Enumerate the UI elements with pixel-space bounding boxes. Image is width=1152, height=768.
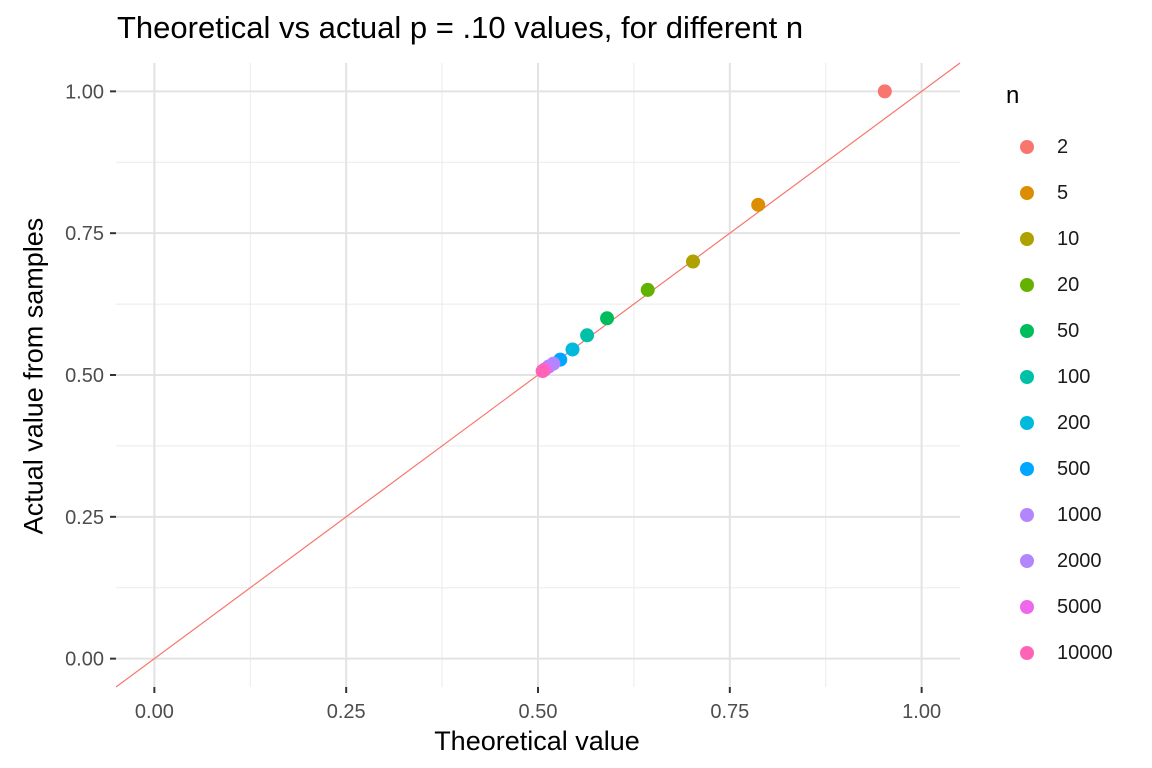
x-tick-label: 1.00 xyxy=(902,701,941,723)
x-axis-label-text: Theoretical value xyxy=(434,726,640,756)
y-tick-label: 0.00 xyxy=(65,649,104,671)
data-point-n-10 xyxy=(685,254,700,269)
data-point-n-200 xyxy=(565,342,580,357)
legend-label: 5000 xyxy=(1057,595,1102,618)
legend-item-n-5: 5 xyxy=(1006,170,1113,216)
legend-key xyxy=(1020,186,1034,200)
y-tick-label: 0.50 xyxy=(65,365,104,387)
legend-label: 5 xyxy=(1057,181,1069,204)
y-tick-label: 1.00 xyxy=(65,81,104,103)
legend-key xyxy=(1020,140,1034,154)
data-point-n-2 xyxy=(877,84,892,99)
legend-label: 20 xyxy=(1057,273,1080,296)
legend-key xyxy=(1020,462,1034,476)
x-tick-label: 0.50 xyxy=(519,701,558,723)
y-tick-label: 0.25 xyxy=(65,507,104,529)
chart-title: Theoretical vs actual p = .10 values, fo… xyxy=(117,10,804,45)
legend-item-n-2000: 2000 xyxy=(1006,538,1113,584)
legend-key xyxy=(1020,646,1034,660)
data-point-n-20 xyxy=(640,282,655,297)
data-point-n-10000 xyxy=(535,364,550,379)
legend-item-n-10000: 10000 xyxy=(1006,630,1113,676)
legend-item-n-20: 20 xyxy=(1006,262,1113,308)
legend-key xyxy=(1020,232,1034,246)
legend-label: 2 xyxy=(1057,135,1069,158)
x-tick-label: 0.00 xyxy=(135,701,174,723)
legend-key xyxy=(1020,554,1034,568)
legend-item-n-2: 2 xyxy=(1006,124,1113,170)
x-tick-label: 0.75 xyxy=(710,701,749,723)
legend-label: 10000 xyxy=(1057,641,1113,664)
legend-label: 50 xyxy=(1057,319,1080,342)
legend-item-n-200: 200 xyxy=(1006,400,1113,446)
legend-key xyxy=(1020,324,1034,338)
legend-label: 2000 xyxy=(1057,549,1102,572)
legend-key xyxy=(1020,416,1034,430)
legend-key xyxy=(1020,508,1034,522)
legend-item-n-100: 100 xyxy=(1006,354,1113,400)
legend-label: 200 xyxy=(1057,411,1091,434)
y-tick-label: 0.75 xyxy=(65,223,104,245)
legend-title: n xyxy=(1006,82,1020,109)
legend-key xyxy=(1020,278,1034,292)
y-axis-label: Actual value from samples xyxy=(18,217,49,535)
legend-label: 500 xyxy=(1057,457,1091,480)
legend-label: 100 xyxy=(1057,365,1091,388)
legend-item-n-5000: 5000 xyxy=(1006,584,1113,630)
legend-items: 2 5 10 20 50 100 200 500 1000 2000 5000 10000 xyxy=(1006,124,1113,676)
x-tick-label: 0.25 xyxy=(327,701,366,723)
legend: n 2 5 10 20 50 100 200 500 1000 2000 5000 10000 xyxy=(1006,82,1113,676)
legend-item-n-1000: 1000 xyxy=(1006,492,1113,538)
data-point-n-50 xyxy=(600,311,615,326)
data-point-n-5 xyxy=(751,197,766,212)
legend-key xyxy=(1020,370,1034,384)
legend-label: 10 xyxy=(1057,227,1080,250)
data-point-n-100 xyxy=(580,328,595,343)
legend-key xyxy=(1020,600,1034,614)
legend-label: 1000 xyxy=(1057,503,1102,526)
legend-item-n-10: 10 xyxy=(1006,216,1113,262)
legend-item-n-500: 500 xyxy=(1006,446,1113,492)
x-axis-label: Theoretical value xyxy=(0,726,1152,757)
legend-item-n-50: 50 xyxy=(1006,308,1113,354)
